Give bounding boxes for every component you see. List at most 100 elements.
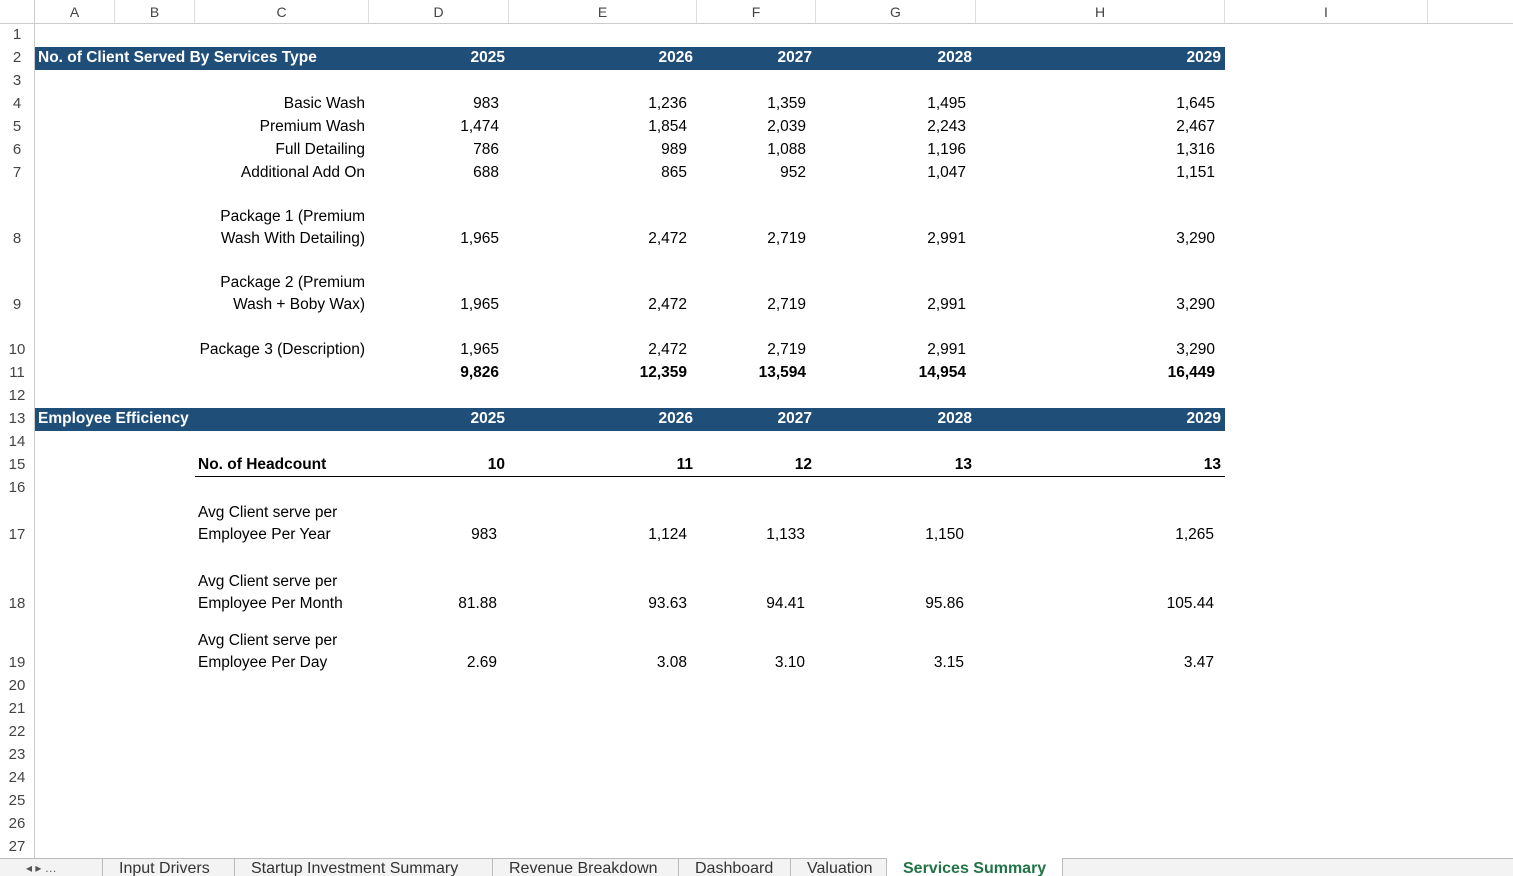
- service-label: Full Detailing: [275, 141, 365, 158]
- efficiency-value: 105.44: [1166, 595, 1214, 612]
- sheet-tab[interactable]: Valuation: [790, 858, 889, 876]
- efficiency-value: 1,150: [925, 526, 964, 543]
- row-number: 11: [9, 364, 25, 381]
- section-bar: [35, 47, 1225, 70]
- service-label: Package 2 (Premium Wash + Boby Wax): [220, 274, 365, 313]
- year-header: 2027: [777, 49, 812, 66]
- year-header: 2028: [937, 49, 972, 66]
- row-number: 27: [8, 838, 26, 855]
- efficiency-value: 93.63: [648, 595, 687, 612]
- service-value: 786: [473, 141, 499, 158]
- service-value: 952: [780, 164, 806, 181]
- column-header: C: [195, 0, 369, 23]
- column-header: I: [1225, 0, 1428, 23]
- service-value: 1,316: [1176, 141, 1215, 158]
- row-header-bar: [0, 0, 35, 860]
- sheet-tab[interactable]: Input Drivers: [102, 858, 226, 876]
- year-header: 2025: [470, 49, 505, 66]
- service-value: 2,039: [767, 118, 806, 135]
- row-number: 15: [8, 456, 26, 473]
- year-header: 2026: [658, 410, 693, 427]
- column-header: A: [35, 0, 115, 23]
- service-value: 989: [661, 141, 687, 158]
- row-number: 7: [12, 164, 22, 181]
- total-value: 12,359: [639, 364, 687, 381]
- efficiency-label: Avg Client serve per Employee Per Year: [198, 504, 338, 543]
- efficiency-value: 1,265: [1175, 526, 1214, 543]
- year-header: 2025: [470, 410, 505, 427]
- row-number: 14: [8, 433, 26, 450]
- row-number: 4: [12, 95, 22, 112]
- efficiency-value: 94.41: [766, 595, 805, 612]
- sheet-tab[interactable]: Startup Investment Summary: [234, 858, 474, 876]
- service-value: 3,290: [1176, 296, 1215, 313]
- year-header: 2029: [1186, 49, 1221, 66]
- column-header: G: [816, 0, 976, 23]
- row-number: 6: [12, 141, 22, 158]
- service-value: 1,236: [648, 95, 687, 112]
- service-value: 1,047: [927, 164, 966, 181]
- sheet-tab[interactable]: Revenue Breakdown: [492, 858, 674, 876]
- service-value: 1,474: [460, 118, 499, 135]
- headcount-underline: [195, 476, 1225, 477]
- service-value: 1,965: [460, 230, 499, 247]
- headcount-value: 12: [794, 456, 812, 473]
- column-header: F: [697, 0, 816, 23]
- row-number: 24: [8, 769, 26, 786]
- row-number: 12: [8, 387, 26, 404]
- row-number: 3: [12, 72, 22, 89]
- row-number: 9: [12, 296, 22, 313]
- efficiency-label: Avg Client serve per Employee Per Month: [198, 573, 343, 612]
- service-value: 3,290: [1176, 341, 1215, 358]
- service-label: Package 3 (Description): [199, 341, 365, 358]
- service-label: Additional Add On: [240, 164, 365, 181]
- total-value: 9,826: [460, 364, 499, 381]
- year-header: 2028: [937, 410, 972, 427]
- efficiency-value: 81.88: [458, 595, 497, 612]
- efficiency-value: 2.69: [466, 654, 497, 671]
- efficiency-value: 3.15: [933, 654, 964, 671]
- service-value: 2,719: [767, 296, 806, 313]
- service-value: 1,965: [460, 296, 499, 313]
- efficiency-value: 1,133: [766, 526, 805, 543]
- efficiency-value: 3.08: [656, 654, 687, 671]
- row-number: 16: [8, 479, 26, 496]
- row-number: 2: [12, 49, 22, 66]
- row-number: 22: [8, 723, 26, 740]
- headcount-value: 10: [487, 456, 505, 473]
- headcount-value: 13: [954, 456, 972, 473]
- efficiency-value: 1,124: [648, 526, 687, 543]
- sheet-tab[interactable]: Services Summary: [886, 858, 1064, 876]
- headcount-value: 13: [1203, 456, 1221, 473]
- service-value: 2,472: [648, 296, 687, 313]
- column-header: E: [509, 0, 697, 23]
- section-title: No. of Client Served By Services Type: [38, 49, 317, 66]
- row-number: 18: [8, 595, 26, 612]
- row-number: 1: [12, 26, 22, 43]
- year-header: 2026: [658, 49, 693, 66]
- service-value: 1,965: [460, 341, 499, 358]
- row-number: 25: [8, 792, 26, 809]
- row-number: 23: [8, 746, 26, 763]
- column-header: H: [976, 0, 1225, 23]
- service-value: 1,088: [767, 141, 806, 158]
- sheet-tab[interactable]: Dashboard: [678, 858, 789, 876]
- row-number: 13: [8, 410, 26, 427]
- service-value: 3,290: [1176, 230, 1215, 247]
- row-number: 10: [8, 341, 26, 358]
- efficiency-value: 983: [471, 526, 497, 543]
- service-value: 2,991: [927, 296, 966, 313]
- total-value: 13,594: [758, 364, 806, 381]
- service-value: 1,151: [1176, 164, 1215, 181]
- service-value: 2,991: [927, 230, 966, 247]
- year-header: 2027: [777, 410, 812, 427]
- efficiency-label: Avg Client serve per Employee Per Day: [198, 632, 338, 671]
- total-value: 16,449: [1167, 364, 1215, 381]
- column-header: B: [115, 0, 195, 23]
- service-value: 1,495: [927, 95, 966, 112]
- service-value: 1,359: [767, 95, 806, 112]
- service-value: 1,645: [1176, 95, 1215, 112]
- service-value: 2,472: [648, 341, 687, 358]
- tab-bar: ◂ ▸ …: [0, 858, 1513, 876]
- headcount-value: 11: [676, 456, 693, 473]
